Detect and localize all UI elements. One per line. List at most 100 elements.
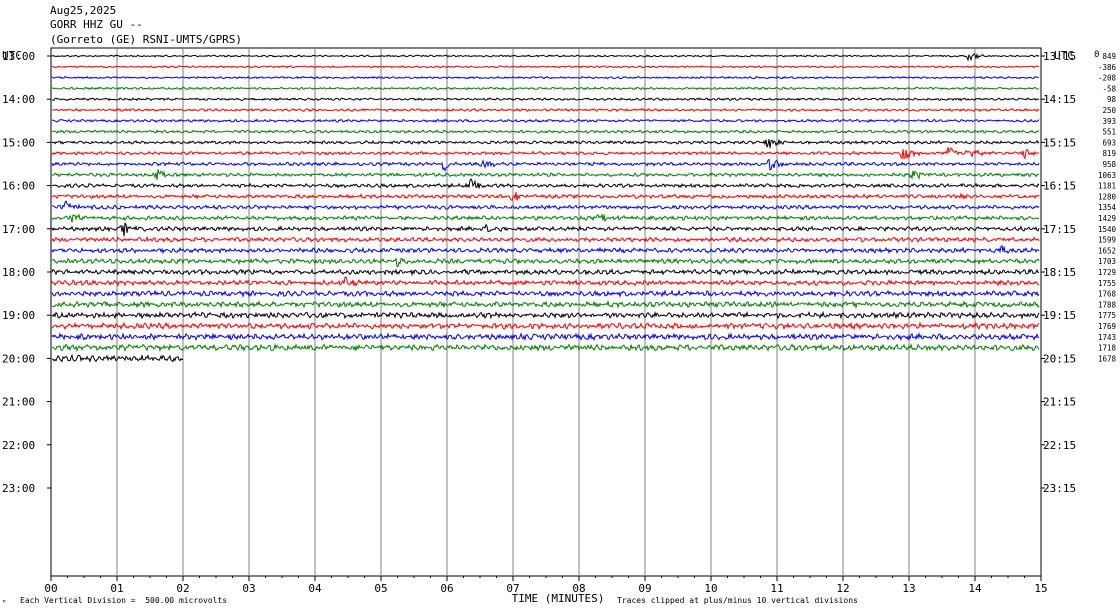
seismic-trace	[51, 244, 1040, 255]
trace-offset-label: -386	[1098, 63, 1117, 72]
seismic-trace	[51, 353, 184, 363]
x-tick-label: 10	[704, 582, 717, 595]
right-time-label: 17:15	[1043, 223, 1076, 236]
x-tick-label: 00	[44, 582, 57, 595]
trace-offset-label: 1743	[1098, 333, 1116, 342]
clipped-marker: 0	[1094, 50, 1100, 60]
seismic-trace	[51, 129, 1040, 134]
seismic-trace	[51, 107, 1040, 113]
x-tick-label: 14	[968, 582, 982, 595]
trace-offset-label: 1540	[1098, 225, 1117, 234]
plot-frame	[50, 47, 1042, 577]
x-axis-label: TIME (MINUTES)	[512, 592, 605, 605]
trace-offset-label: -58	[1102, 84, 1116, 93]
trace-offset-label: 393	[1102, 117, 1116, 126]
left-time-label: 18:00	[2, 266, 35, 279]
seismic-trace	[51, 289, 1040, 298]
left-time-label: 19:00	[2, 309, 35, 322]
seismic-trace	[51, 331, 1040, 342]
clip-note: Traces clipped at plus/minus 10 vertical…	[617, 596, 858, 605]
seismic-trace	[51, 192, 1040, 201]
x-tick-label: 12	[836, 582, 849, 595]
trace-offset-label: 98	[1107, 95, 1117, 104]
x-tick-label: 11	[770, 582, 783, 595]
corner-mark: ᴹ	[2, 599, 7, 607]
seismic-trace	[51, 212, 1040, 223]
x-tick-label: 07	[506, 582, 519, 595]
right-time-label: 19:15	[1043, 309, 1076, 322]
trace-offset-label: 693	[1102, 138, 1116, 147]
trace-offset-label: 250	[1102, 106, 1116, 115]
x-tick-label: 04	[308, 582, 322, 595]
header-location: (Gorreto (GE) RSNI-UMTS/GPRS)	[50, 33, 243, 46]
trace-offset-label: 1729	[1098, 268, 1116, 277]
seismic-trace	[51, 276, 1040, 287]
left-time-label: 17:00	[2, 223, 35, 236]
x-tick-label: 06	[440, 582, 453, 595]
seismic-trace	[51, 178, 1040, 189]
trace-offset-label: 1280	[1098, 192, 1117, 201]
seismic-trace	[51, 200, 1040, 211]
seismic-trace	[51, 321, 1040, 331]
seismic-trace	[51, 268, 1040, 277]
x-tick-label: 09	[638, 582, 651, 595]
right-time-label: 22:15	[1043, 439, 1076, 452]
trace-offset-label: 1718	[1098, 344, 1117, 353]
seismic-trace	[51, 257, 1040, 268]
trace-offset-label: 1652	[1098, 246, 1116, 255]
left-time-label: 20:00	[2, 352, 35, 365]
right-time-label: 15:15	[1043, 136, 1076, 149]
x-tick-label: 01	[110, 582, 123, 595]
x-tick-label: 05	[374, 582, 387, 595]
trace-offset-label: 1063	[1098, 171, 1116, 180]
trace-offset-label: 1769	[1098, 322, 1116, 331]
trace-offset-label: 1775	[1098, 311, 1116, 320]
seismic-trace	[51, 86, 1040, 91]
seismic-trace	[51, 65, 1040, 69]
seismic-trace	[51, 158, 1040, 172]
header-station: GORR HHZ GU --	[50, 18, 143, 31]
trace-offset-label: 958	[1102, 160, 1116, 169]
trace-offset-label: 1429	[1098, 214, 1116, 223]
trace-offset-label: 1678	[1098, 354, 1117, 363]
left-time-label: 13:00	[2, 50, 35, 63]
seismic-trace	[51, 310, 1040, 320]
seismic-trace	[51, 299, 1040, 310]
trace-offset-label: 551	[1102, 128, 1116, 137]
seismic-trace	[51, 139, 1040, 149]
left-time-label: 15:00	[2, 136, 35, 149]
trace-offset-label: 1599	[1098, 236, 1116, 245]
seismic-trace	[51, 221, 1040, 237]
right-time-label: 20:15	[1043, 352, 1076, 365]
trace-offset-label: 849	[1102, 52, 1116, 61]
trace-offset-label: 819	[1102, 149, 1116, 158]
trace-offset-label: 1768	[1098, 290, 1117, 299]
left-time-label: 21:00	[2, 396, 35, 409]
seismic-trace	[51, 75, 1040, 80]
trace-offset-label: 1703	[1098, 257, 1116, 266]
x-tick-label: 15	[1034, 582, 1047, 595]
x-tick-label: 08	[572, 582, 585, 595]
x-tick-label: 03	[242, 582, 255, 595]
seismic-trace	[51, 343, 1040, 353]
left-time-label: 16:00	[2, 180, 35, 193]
x-tick-label: 02	[176, 582, 189, 595]
header-date: Aug25,2025	[50, 4, 117, 17]
right-time-label: 16:15	[1043, 180, 1076, 193]
right-time-label: 13:15	[1043, 50, 1076, 63]
trace-offset-label: 1788	[1098, 300, 1117, 309]
seismic-trace	[52, 97, 1040, 102]
right-time-label: 14:15	[1043, 93, 1076, 106]
left-time-label: 14:00	[2, 93, 35, 106]
right-time-label: 23:15	[1043, 482, 1076, 495]
utc-left-label: UTC	[2, 49, 22, 62]
utc-right-label: UTC	[1054, 49, 1074, 62]
seismic-trace	[51, 169, 1040, 181]
seismic-trace	[51, 118, 1040, 123]
trace-offset-label: -208	[1098, 74, 1117, 83]
seismic-trace	[51, 52, 1040, 62]
left-time-label: 22:00	[2, 439, 35, 452]
seismic-trace	[51, 146, 1040, 160]
x-tick-label: 13	[902, 582, 915, 595]
